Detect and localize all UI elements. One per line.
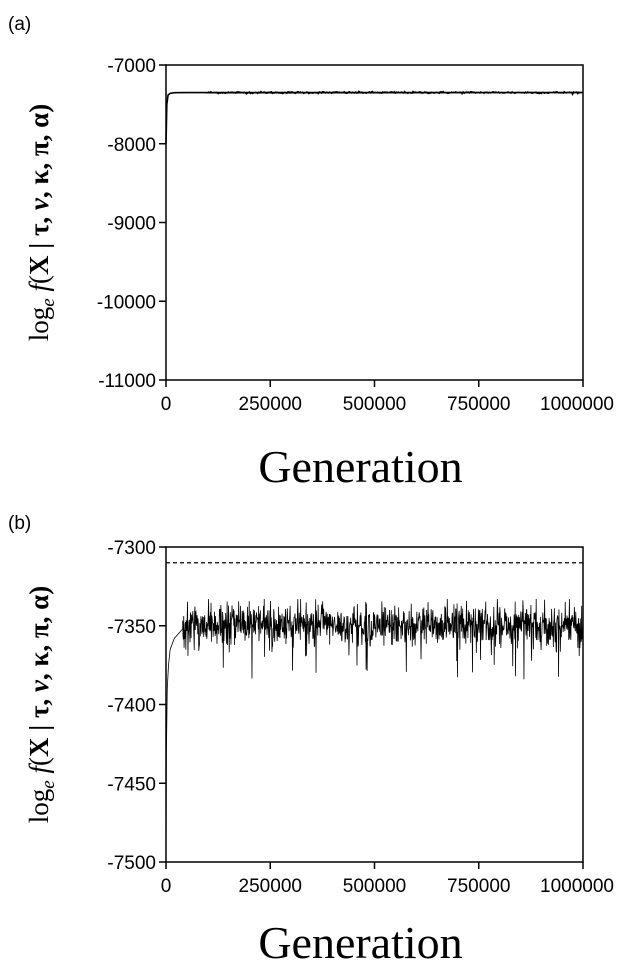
y-tick-label: -7500	[107, 853, 156, 874]
panel-label: (a)	[8, 14, 31, 35]
y-tick-label: -9000	[107, 214, 156, 235]
y-axis-label-part: e	[38, 298, 59, 306]
y-axis-label-part: , κ, π, α)	[24, 104, 54, 198]
y-axis-label-part: f	[24, 763, 54, 774]
y-axis-label-part: , κ, π, α)	[24, 586, 54, 680]
panel-label: (b)	[8, 513, 31, 534]
x-tick-label: 250000	[239, 876, 302, 897]
y-axis-label-part: (	[24, 757, 54, 766]
x-tick-label: 250000	[239, 394, 302, 415]
y-tick-label: -11000	[98, 371, 156, 392]
panel-b: (b) -7300 -7350 -7400 -7450 -75000 250000 50000…	[8, 513, 614, 964]
y-axis-label-part: X	[24, 737, 54, 757]
plot-frame	[165, 64, 584, 381]
x-axis-label: Generation	[258, 441, 462, 492]
x-tick-label: 500000	[343, 876, 406, 897]
y-tick-label: -7300	[107, 538, 156, 559]
x-tick-label: 1000000	[540, 876, 614, 897]
y-axis-label-part: e	[38, 780, 59, 788]
y-axis-label-part: log	[24, 789, 54, 824]
y-tick-label: -10000	[97, 292, 156, 313]
y-axis-label: loge f(X | τ, ν, κ, π, α)	[24, 586, 59, 823]
y-axis-label-part: | τ,	[24, 692, 54, 737]
y-axis-label-part	[24, 774, 54, 781]
y-tick-label: -7400	[107, 696, 156, 717]
x-tick-label: 0	[161, 394, 172, 415]
y-axis-label: loge f(X | τ, ν, κ, π, α)	[24, 104, 59, 341]
x-tick-label: 0	[161, 876, 172, 897]
x-axis-label: Generation	[258, 917, 462, 964]
y-axis-label-part: ν	[24, 679, 54, 692]
x-tick-label: 750000	[447, 394, 510, 415]
y-tick-label: -7000	[107, 56, 156, 77]
y-axis-label-part: X	[24, 255, 54, 275]
y-axis-label-part	[24, 292, 54, 299]
y-axis-label-part: | τ,	[24, 210, 54, 255]
y-tick-label: -7450	[107, 774, 156, 795]
y-axis-label-part: log	[24, 307, 54, 342]
y-tick-label: -7350	[107, 617, 156, 638]
y-axis-label-part: f	[24, 281, 54, 292]
x-tick-label: 750000	[447, 876, 510, 897]
x-tick-label: 1000000	[540, 394, 614, 415]
y-axis-label-part: (	[24, 275, 54, 284]
x-tick-label: 500000	[343, 394, 406, 415]
series-line	[165, 598, 584, 863]
series-line	[165, 90, 584, 144]
y-tick-label: -8000	[107, 135, 156, 156]
y-axis-label-part: ν	[24, 197, 54, 210]
plot-frame	[165, 546, 584, 863]
